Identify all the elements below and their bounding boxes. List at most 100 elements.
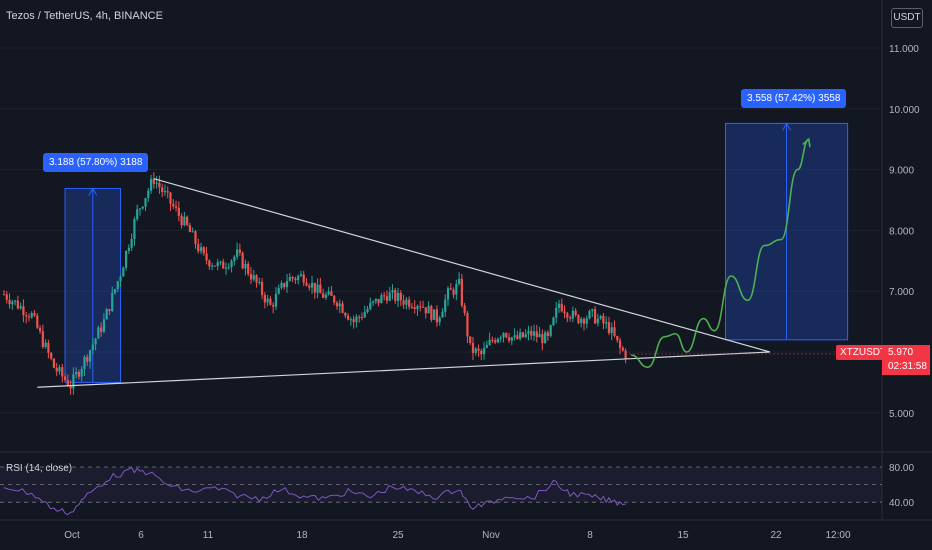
candle — [222, 261, 225, 269]
candle — [11, 301, 14, 305]
candle — [52, 358, 56, 368]
candle — [466, 313, 469, 337]
candle — [50, 352, 53, 359]
time-axis-label: 18 — [296, 530, 308, 541]
candle — [8, 299, 11, 305]
candle — [374, 298, 377, 302]
candle — [205, 253, 208, 261]
candle — [582, 318, 586, 324]
candle — [502, 332, 505, 338]
currency-button[interactable]: USDT — [891, 8, 923, 28]
candle — [166, 191, 169, 193]
candle — [560, 303, 563, 312]
candle — [177, 207, 180, 216]
candle — [613, 327, 616, 336]
candle — [283, 282, 286, 288]
candle — [122, 267, 125, 277]
candle — [72, 374, 75, 389]
candle — [460, 278, 463, 306]
candle — [44, 342, 47, 347]
rsi-indicator-label[interactable]: RSI (14, close) — [6, 463, 73, 474]
candle — [55, 367, 58, 372]
candle — [588, 311, 591, 319]
price-axis-label: 11.000 — [889, 44, 919, 55]
candle — [505, 332, 508, 338]
candle — [83, 356, 86, 369]
candle — [449, 288, 452, 290]
candle — [494, 340, 497, 343]
candle — [38, 327, 42, 332]
candle — [624, 350, 627, 359]
candle — [272, 304, 275, 307]
candle — [344, 312, 347, 316]
candle — [535, 331, 538, 338]
candle — [455, 283, 458, 295]
candle — [488, 339, 491, 345]
candle — [277, 287, 280, 294]
candle — [258, 281, 261, 283]
candle — [352, 319, 355, 323]
candle — [133, 219, 136, 240]
candle — [485, 344, 488, 348]
candle — [394, 290, 397, 301]
candle — [158, 182, 161, 188]
candle — [477, 348, 480, 351]
candle — [324, 294, 327, 298]
candle — [607, 322, 611, 334]
candle — [25, 315, 28, 317]
candle — [577, 315, 580, 324]
candle — [532, 331, 536, 336]
candle — [41, 331, 44, 347]
candle — [208, 260, 211, 267]
left-measure-label: 3.188 (57.80%) 3188 — [43, 153, 149, 172]
candle — [491, 339, 494, 341]
candle — [319, 284, 322, 294]
candle — [444, 299, 447, 312]
candle — [621, 347, 624, 351]
time-axis-label: 25 — [392, 530, 404, 541]
price-axis-label: 8.000 — [889, 226, 914, 237]
candle — [333, 295, 336, 303]
candle — [238, 249, 241, 253]
candle — [244, 263, 247, 269]
candle — [100, 327, 103, 332]
candle — [391, 290, 394, 293]
time-axis-label: 12:00 — [825, 530, 850, 541]
price-axis-label: 5.000 — [889, 409, 914, 420]
candle — [241, 252, 244, 269]
candle — [335, 302, 339, 307]
candle — [355, 316, 358, 323]
candle — [299, 274, 303, 277]
candle — [22, 306, 25, 316]
candle — [530, 330, 533, 336]
candle — [69, 385, 72, 389]
candle — [152, 178, 155, 184]
candle — [58, 367, 61, 372]
candle — [366, 308, 369, 312]
candle — [549, 325, 552, 337]
candle — [452, 289, 455, 295]
candle — [618, 340, 622, 348]
candle — [213, 265, 216, 267]
candle — [521, 332, 525, 338]
candle — [16, 300, 19, 309]
candle — [102, 319, 105, 332]
candle — [269, 298, 272, 305]
candle — [263, 294, 266, 303]
candle — [119, 276, 122, 282]
candle — [66, 380, 69, 386]
candle — [33, 313, 36, 316]
projection-arrowhead — [802, 137, 811, 148]
last-price: 5.970 — [888, 347, 914, 358]
time-axis-label: 22 — [770, 530, 782, 541]
candle — [236, 249, 239, 257]
candle — [424, 307, 427, 314]
time-axis-label: 11 — [203, 530, 214, 541]
candle — [211, 265, 214, 267]
candle — [499, 337, 502, 339]
candle — [482, 347, 486, 355]
candle — [471, 342, 475, 353]
candle — [197, 244, 200, 252]
candle — [75, 371, 78, 375]
